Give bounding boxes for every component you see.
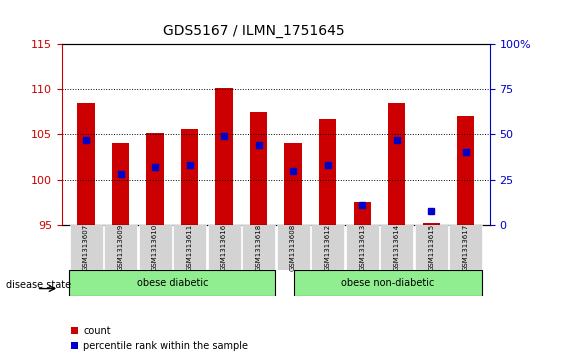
Bar	[388, 102, 405, 225]
Text: GSM1313613: GSM1313613	[359, 224, 365, 272]
Bar	[69, 225, 102, 270]
Bar	[78, 102, 95, 225]
Text: disease state: disease state	[6, 280, 71, 290]
Text: GSM1313614: GSM1313614	[394, 224, 400, 271]
Bar	[69, 270, 275, 296]
Legend: count, percentile rank within the sample: count, percentile rank within the sample	[67, 322, 252, 355]
Bar	[414, 225, 448, 270]
Bar	[216, 88, 233, 225]
Text: GSM1313615: GSM1313615	[428, 224, 434, 271]
Text: GSM1313608: GSM1313608	[290, 224, 296, 272]
Bar	[294, 270, 482, 296]
Bar	[276, 225, 310, 270]
Bar	[173, 225, 206, 270]
Bar	[380, 225, 413, 270]
Bar	[457, 116, 474, 225]
Bar	[112, 143, 129, 225]
Text: obese diabetic: obese diabetic	[137, 278, 208, 288]
Bar	[138, 225, 172, 270]
Text: GDS5167 / ILMN_1751645: GDS5167 / ILMN_1751645	[163, 24, 344, 38]
Bar	[449, 225, 482, 270]
Bar	[319, 119, 336, 225]
Bar	[284, 143, 302, 225]
Bar	[422, 223, 440, 225]
Text: GSM1313611: GSM1313611	[186, 224, 193, 272]
Bar	[208, 225, 240, 270]
Bar	[242, 225, 275, 270]
Bar	[346, 225, 379, 270]
Bar	[250, 111, 267, 225]
Text: GSM1313618: GSM1313618	[256, 224, 262, 272]
Text: GSM1313612: GSM1313612	[325, 224, 330, 271]
Text: GSM1313607: GSM1313607	[83, 224, 89, 272]
Text: GSM1313616: GSM1313616	[221, 224, 227, 272]
Bar	[146, 133, 164, 225]
Text: GSM1313609: GSM1313609	[118, 224, 124, 272]
Text: obese non-diabetic: obese non-diabetic	[341, 278, 435, 288]
Bar	[181, 129, 198, 225]
Text: GSM1313617: GSM1313617	[463, 224, 468, 272]
Bar	[311, 225, 344, 270]
Text: GSM1313610: GSM1313610	[152, 224, 158, 272]
Bar	[104, 225, 137, 270]
Bar	[354, 202, 371, 225]
